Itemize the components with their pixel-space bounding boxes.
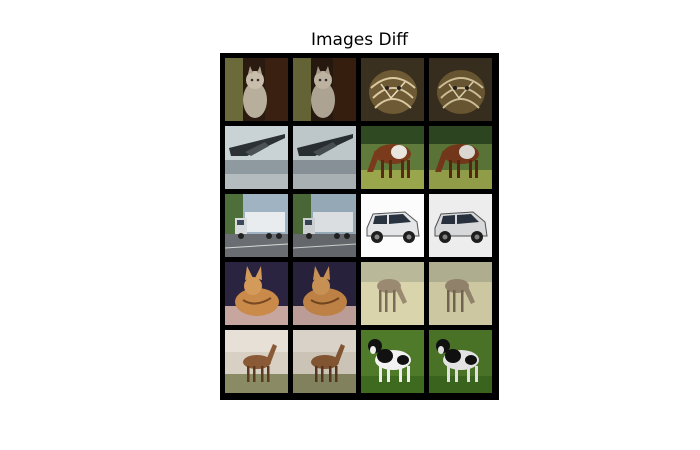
- grazing-deer-photo-diffed: [429, 262, 492, 325]
- white-suv-photo-diffed: [429, 194, 492, 257]
- white-suv-photo-original: [361, 194, 424, 257]
- cat-photo-diffed: [293, 58, 356, 121]
- airplane-photo-original: [225, 126, 288, 189]
- tabby-cat-photo-original: [361, 58, 424, 121]
- fawn-cat-photo-diffed: [293, 262, 356, 325]
- cat-photo-original: [225, 58, 288, 121]
- tabby-cat-photo-diffed: [429, 58, 492, 121]
- airplane-photo-diffed: [293, 126, 356, 189]
- figure-title: Images Diff: [310, 30, 409, 50]
- deer-photo-diffed: [293, 330, 356, 393]
- image-grid: [220, 53, 499, 400]
- black-white-dog-photo-diffed: [429, 330, 492, 393]
- truck-photo-diffed: [293, 194, 356, 257]
- horse-photo-original: [361, 126, 424, 189]
- truck-photo-original: [225, 194, 288, 257]
- black-white-dog-photo-original: [361, 330, 424, 393]
- grazing-deer-photo-original: [361, 262, 424, 325]
- fawn-cat-photo-original: [225, 262, 288, 325]
- horse-photo-diffed: [429, 126, 492, 189]
- deer-photo-original: [225, 330, 288, 393]
